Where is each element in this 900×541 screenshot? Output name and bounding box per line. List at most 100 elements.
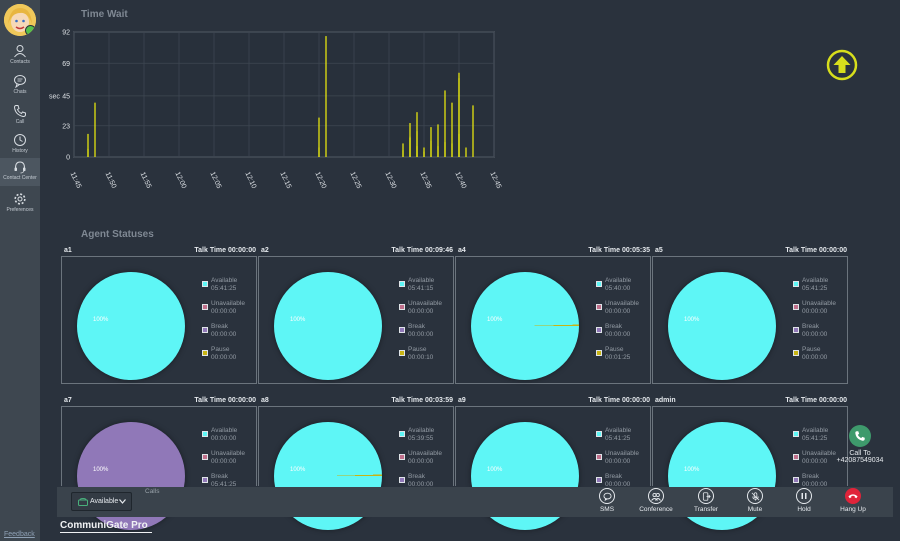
y-tick-label: 45 — [62, 93, 70, 100]
legend-swatch — [202, 327, 208, 333]
legend-swatch — [793, 281, 799, 287]
x-tick-label: 12:25 — [348, 171, 362, 190]
hold-button[interactable]: Hold — [784, 488, 824, 513]
x-tick-label: 12:35 — [418, 171, 432, 190]
legend-name: Available — [802, 277, 829, 284]
agent-pie-label: 100% — [684, 317, 700, 323]
call-to-widget[interactable]: Call To +42087549034 — [834, 425, 886, 464]
feedback-link[interactable]: Feedback — [4, 531, 35, 538]
agent-pie-label: 100% — [290, 467, 306, 473]
call-button[interactable] — [849, 425, 871, 447]
agent-pie — [274, 272, 382, 380]
agent-name: a7 — [64, 397, 72, 404]
legend-name: Break — [605, 323, 622, 330]
x-tick-label: 12:00 — [173, 171, 187, 190]
legend-name: Unavailable — [605, 300, 639, 307]
x-tick-label: 12:40 — [453, 171, 467, 190]
legend-item: Pause 00:00:10 — [399, 346, 455, 369]
agent-name: a8 — [261, 397, 269, 404]
legend-swatch — [596, 350, 602, 356]
legend-name: Available — [408, 277, 435, 284]
legend-swatch — [596, 327, 602, 333]
legend-name: Unavailable — [802, 300, 836, 307]
legend-swatch — [399, 281, 405, 287]
x-tick-label: 11:50 — [104, 171, 118, 189]
legend-item: Unavailable 00:00:00 — [793, 450, 849, 473]
call-to-label: Call To — [849, 450, 871, 457]
legend-name: Available — [211, 277, 238, 284]
sidebar-item-history[interactable]: History — [0, 131, 40, 159]
chats-icon — [14, 75, 26, 88]
status-dropdown[interactable]: Available — [71, 492, 132, 511]
transfer-button[interactable]: Transfer — [686, 488, 726, 513]
legend-value: 00:00:00 — [802, 308, 828, 315]
agent-talk-time: Talk Time 00:00:00 — [588, 397, 650, 404]
legend-name: Available — [605, 427, 632, 434]
x-tick-label: 12:05 — [208, 171, 222, 190]
agent-card: a8 Talk Time 00:03:59 100% Available 05:39:5… — [258, 397, 454, 530]
time-wait-chart-svg: 0 23 45 69 92 sec 11:45 11:50 11:55 12:00 12:05 12:… — [49, 30, 502, 190]
sidebar-item-label: Preferences — [6, 207, 34, 213]
legend-swatch — [793, 431, 799, 437]
legend-swatch — [399, 454, 405, 460]
sidebar-item-chats[interactable]: Chats — [0, 72, 40, 100]
status-label: Available — [90, 498, 119, 505]
sidebar-item-contacts[interactable]: Contacts — [0, 42, 40, 70]
legend-value: 00:00:00 — [802, 458, 828, 465]
sidebar-item-call[interactable]: Call — [0, 102, 40, 130]
legend-swatch — [596, 477, 602, 483]
legend-item: Break 00:00:00 — [202, 323, 258, 346]
legend-value: 00:01:25 — [605, 354, 631, 361]
sidebar-item-label: Contact Center — [3, 175, 37, 181]
agent-pie-label: 100% — [290, 317, 306, 323]
agent-pie — [668, 272, 776, 380]
legend-item: Break 05:41:25 — [202, 473, 258, 496]
sidebar-item-contact-center[interactable]: Contact Center — [0, 158, 40, 186]
legend-name: Break — [802, 473, 819, 480]
sidebar-item-preferences[interactable]: Preferences — [0, 190, 40, 218]
legend-item: Break 00:00:00 — [793, 473, 849, 496]
legend-name: Pause — [802, 346, 821, 353]
legend-value: 05:41:25 — [211, 285, 237, 292]
mute-button[interactable]: Mute — [735, 488, 775, 513]
agent-pie-label: 100% — [93, 467, 109, 473]
legend-item: Break 00:00:00 — [399, 473, 455, 496]
legend-item: Pause 00:01:25 — [596, 346, 652, 369]
legend-name: Pause — [408, 346, 427, 353]
legend-swatch — [202, 431, 208, 437]
scroll-up-button[interactable] — [826, 49, 858, 81]
legend-swatch — [202, 281, 208, 287]
sidebar-item-label: Contacts — [10, 59, 30, 65]
presence-indicator — [25, 25, 36, 36]
agent-pie-label: 100% — [684, 467, 700, 473]
sms-button[interactable]: SMS — [587, 488, 627, 513]
legend-name: Break — [802, 323, 819, 330]
legend-item: Available 00:00:00 — [202, 427, 258, 450]
hang-up-icon — [848, 494, 858, 499]
legend-name: Available — [605, 277, 632, 284]
legend-swatch — [596, 304, 602, 310]
agent-card: a7 Talk Time 00:00:00 100% Available 00:00:0… — [61, 397, 258, 530]
legend-value: 00:00:00 — [408, 308, 434, 315]
legend-item: Available 05:41:25 — [596, 427, 652, 450]
legend-name: Unavailable — [802, 450, 836, 457]
avatar[interactable] — [4, 4, 36, 36]
hang-up-label: Hang Up — [840, 506, 866, 513]
time-wait-chart: 0 23 45 69 92 sec 11:45 11:50 11:55 12:00 12:05 12:… — [40, 20, 510, 200]
contact-center-icon — [14, 161, 26, 174]
legend-name: Break — [605, 473, 622, 480]
agent-talk-time: Talk Time 00:05:35 — [588, 247, 650, 254]
mute-icon — [751, 491, 759, 501]
conference-icon — [651, 492, 661, 501]
agent-name: a2 — [261, 247, 269, 254]
x-tick-label: 11:55 — [139, 171, 153, 189]
transfer-label: Transfer — [694, 506, 718, 513]
hang-up-button[interactable]: Hang Up — [833, 488, 873, 513]
legend-value: 05:40:00 — [605, 285, 631, 292]
legend-swatch — [399, 350, 405, 356]
legend-value: 05:41:25 — [211, 481, 237, 488]
legend-name: Unavailable — [211, 450, 245, 457]
gear-icon — [14, 193, 26, 205]
conference-button[interactable]: Conference — [636, 488, 676, 513]
